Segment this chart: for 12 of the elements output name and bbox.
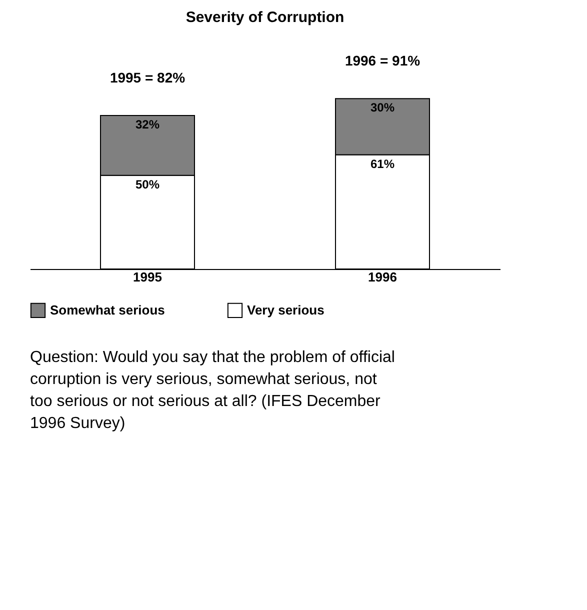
total-label: 1996 = 91% xyxy=(344,52,421,69)
x-tick-label: 1995 xyxy=(133,270,162,284)
data-label: 50% xyxy=(135,177,160,192)
text: Question: Would you say that the problem of official corruption is very serious, somewhat serious, not too serious or not serious at all? (IFES December 1996 Survey) xyxy=(30,349,395,432)
total-label: 1995 = 82% xyxy=(110,69,186,86)
data-label: 32% xyxy=(135,117,160,132)
x-tick-label: 1996 xyxy=(368,270,397,284)
legend-label: Very serious xyxy=(247,302,324,318)
data-label: 30% xyxy=(370,100,395,115)
chart-title: Severity of Corruption xyxy=(186,9,344,26)
legend-label: Somewhat serious xyxy=(50,302,165,318)
data-label: 61% xyxy=(370,156,395,171)
